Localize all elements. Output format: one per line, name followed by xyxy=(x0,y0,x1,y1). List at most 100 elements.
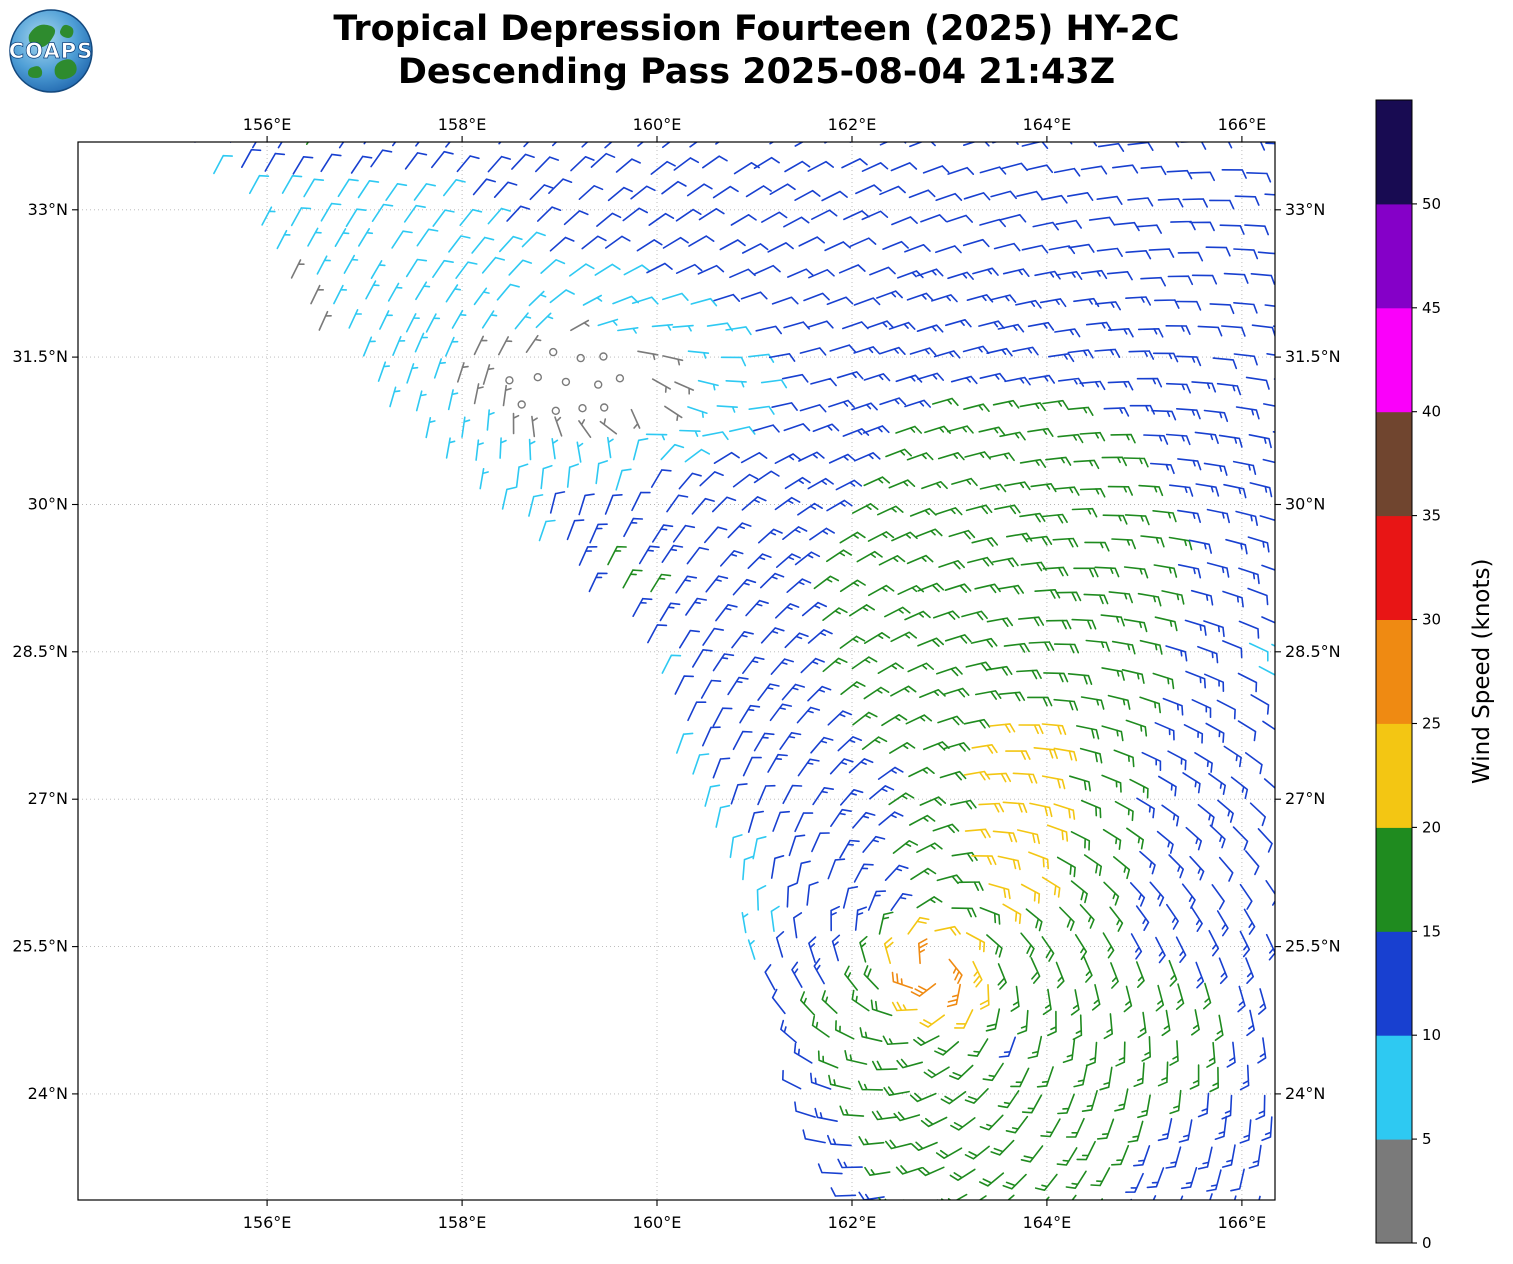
wind-barb xyxy=(1197,325,1223,337)
calm-wind-circle xyxy=(505,376,514,385)
wind-barb xyxy=(1167,275,1194,286)
wind-barb xyxy=(688,235,715,247)
wind-barb xyxy=(1079,380,1106,391)
wind-barb xyxy=(839,1105,865,1117)
wind-barb xyxy=(1175,983,1185,1010)
wind-barb xyxy=(385,183,408,201)
wind-barb xyxy=(1255,1094,1266,1121)
wind-barb xyxy=(1139,639,1163,655)
wind-barb xyxy=(630,408,641,429)
y-tick-label-right: 28.5°N xyxy=(1285,642,1341,661)
wind-barb xyxy=(1102,514,1128,525)
wind-barb xyxy=(863,373,891,382)
wind-barb xyxy=(1026,535,1053,546)
wind-barb xyxy=(1230,1168,1245,1192)
wind-barb xyxy=(730,214,757,226)
coaps-logo: COAPS xyxy=(7,7,95,95)
wind-barb xyxy=(698,208,725,221)
wind-barb xyxy=(1155,936,1166,964)
wind-barb xyxy=(1218,856,1234,882)
wind-barb xyxy=(666,494,689,513)
wind-barb xyxy=(1010,1067,1030,1088)
wind-barb xyxy=(1083,956,1093,983)
wind-barb xyxy=(370,260,386,279)
wind-barb xyxy=(1033,747,1058,760)
wind-barb xyxy=(781,683,805,701)
wind-barb xyxy=(1209,824,1226,849)
wind-barb xyxy=(1266,353,1275,356)
wind-barb xyxy=(842,886,859,909)
wind-barb xyxy=(740,452,768,464)
wind-barb xyxy=(1257,828,1273,853)
wind-barb xyxy=(727,522,752,539)
wind-barb xyxy=(720,356,747,367)
wind-barb xyxy=(1161,1009,1171,1037)
wind-barb xyxy=(797,758,820,777)
wind-barb xyxy=(637,350,659,361)
wind-barb xyxy=(961,610,988,621)
wind-barb xyxy=(1056,856,1076,878)
wind-barb xyxy=(443,179,466,197)
grid-layer xyxy=(78,142,1275,1200)
wind-barb xyxy=(679,429,701,437)
wind-barb xyxy=(985,772,1012,783)
wind-barb xyxy=(1261,1116,1273,1142)
wind-barb xyxy=(727,676,749,696)
wind-barb xyxy=(1191,699,1212,718)
wind-barb xyxy=(1043,672,1069,683)
wind-barb xyxy=(771,402,798,411)
wind-barb xyxy=(514,312,532,330)
wind-barb xyxy=(830,905,840,932)
calm-wind-circle xyxy=(561,377,571,387)
wind-barb xyxy=(783,321,810,330)
wind-barb xyxy=(1096,1118,1115,1140)
wind-barb xyxy=(1137,1011,1147,1039)
wind-barb xyxy=(964,451,991,460)
wind-barb xyxy=(1113,221,1140,232)
wind-barb xyxy=(807,320,834,329)
wind-barb xyxy=(794,142,821,147)
wind-barb xyxy=(754,264,781,275)
wind-barb xyxy=(811,1015,830,1038)
colorbar-tick-label: 35 xyxy=(1422,507,1441,525)
wind-barb xyxy=(1154,616,1178,632)
wind-barb xyxy=(857,1080,884,1091)
wind-barb xyxy=(1028,851,1049,870)
wind-barb xyxy=(827,858,846,880)
wind-barb xyxy=(905,714,933,725)
wind-barb xyxy=(784,160,811,173)
wind-barb xyxy=(1057,1093,1075,1115)
colorbar-segment xyxy=(1376,827,1412,932)
wind-barb xyxy=(782,1069,802,1090)
wind-barb xyxy=(760,572,785,589)
wind-barb xyxy=(740,291,768,300)
wind-barb xyxy=(1067,192,1094,201)
y-tick-label-right: 27°N xyxy=(1285,789,1325,808)
wind-barb xyxy=(1027,427,1054,437)
calm-wind-circle xyxy=(551,406,560,415)
wind-barb xyxy=(1029,802,1053,818)
wind-barb xyxy=(940,1091,967,1105)
wind-barb xyxy=(821,190,848,202)
wind-barb xyxy=(725,380,747,388)
wind-barb xyxy=(978,802,1005,813)
wind-barb xyxy=(241,148,262,168)
wind-barb xyxy=(863,686,890,700)
wind-barb xyxy=(1194,752,1213,773)
wind-barb xyxy=(1041,936,1055,962)
wind-barb xyxy=(712,707,733,727)
wind-barb xyxy=(949,1168,976,1181)
wind-barb xyxy=(999,691,1026,702)
wind-barb xyxy=(1238,620,1260,639)
wind-barb xyxy=(566,463,579,488)
wind-barb xyxy=(1148,248,1175,258)
wind-barb xyxy=(1189,221,1215,232)
wind-barb xyxy=(1141,751,1162,771)
wind-barb xyxy=(851,989,870,1012)
wind-barb xyxy=(1149,881,1165,907)
wind-barb xyxy=(1110,433,1136,444)
wind-barb xyxy=(570,156,595,172)
wind-barb xyxy=(1080,696,1105,710)
wind-barb xyxy=(867,320,894,329)
y-tick-label-right: 24°N xyxy=(1285,1084,1325,1103)
